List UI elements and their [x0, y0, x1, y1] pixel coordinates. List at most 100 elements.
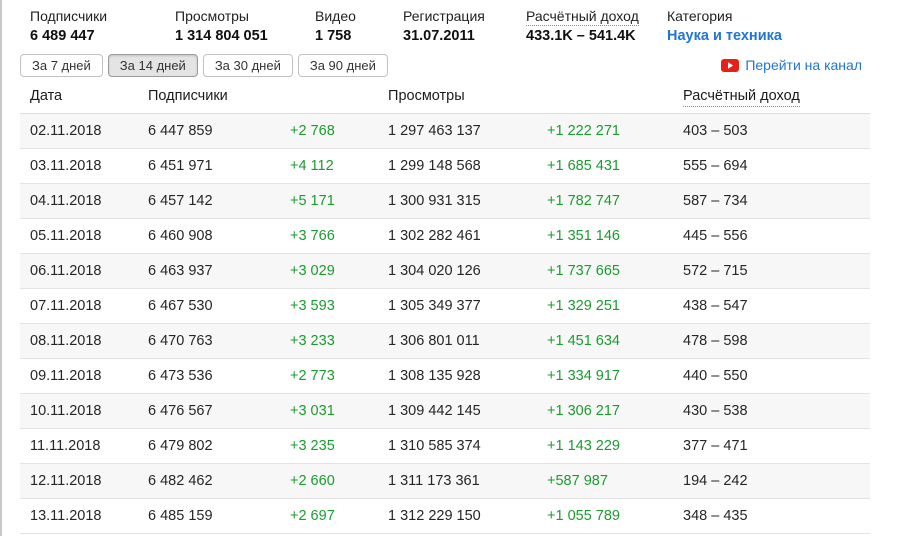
column-header-income: Расчётный доход: [673, 83, 870, 114]
table-row: 09.11.2018 6 473 536 +2 773 1 308 135 92…: [20, 359, 871, 394]
table-row: 08.11.2018 6 470 763 +3 233 1 306 801 01…: [20, 323, 871, 359]
stat-label: Категория: [667, 8, 733, 24]
cell-subscribers-delta: +2 660: [290, 473, 335, 489]
cell-date: 03.11.2018: [30, 158, 102, 174]
table-row: 05.11.2018 6 460 908 +3 766 1 302 282 46…: [20, 219, 871, 254]
stat-registration: Регистрация 31.07.2011: [403, 7, 485, 46]
table-row: 10.11.2018 6 476 567 +3 031 1 309 442 14…: [20, 393, 871, 429]
column-header-views: Просмотры: [388, 88, 465, 104]
cell-views: 1 308 135 928: [388, 368, 481, 384]
filter-90-days-button[interactable]: За 90 дней: [297, 54, 388, 77]
cell-subscribers: 6 451 971: [148, 158, 213, 174]
cell-income: 430 – 538: [683, 403, 748, 419]
stat-label: Подписчики: [30, 8, 108, 24]
stat-estimated-income: Расчётный доход 433.1K – 541.4K: [526, 7, 639, 46]
stat-label: Просмотры: [175, 8, 249, 24]
category-link[interactable]: Наука и техника: [667, 28, 782, 44]
table-body: 02.11.2018 6 447 859 +2 768 1 297 463 13…: [20, 113, 871, 534]
cell-date: 05.11.2018: [30, 228, 102, 244]
cell-date: 07.11.2018: [30, 298, 102, 314]
cell-subscribers: 6 463 937: [148, 263, 213, 279]
cell-views-delta: +1 737 665: [547, 263, 620, 279]
stat-value: 6 489 447: [30, 28, 95, 44]
channel-stats: Подписчики 6 489 447 Просмотры 1 314 804…: [0, 7, 900, 49]
cell-subscribers-delta: +3 235: [290, 438, 335, 454]
cell-subscribers-delta: +4 112: [290, 158, 334, 174]
cell-subscribers-delta: +3 029: [290, 263, 335, 279]
table-row: 06.11.2018 6 463 937 +3 029 1 304 020 12…: [20, 253, 871, 289]
cell-income: 587 – 734: [683, 193, 748, 209]
cell-date: 09.11.2018: [30, 368, 102, 384]
table-row: 04.11.2018 6 457 142 +5 171 1 300 931 31…: [20, 183, 871, 219]
cell-subscribers-delta: +5 171: [290, 193, 335, 209]
cell-subscribers: 6 447 859: [148, 123, 213, 139]
go-to-channel-label: Перейти на канал: [745, 57, 862, 73]
cell-views-delta: +587 987: [547, 473, 608, 489]
table-row: 02.11.2018 6 447 859 +2 768 1 297 463 13…: [20, 113, 871, 149]
cell-views-delta: +1 451 634: [547, 333, 620, 349]
cell-subscribers: 6 470 763: [148, 333, 213, 349]
table-row: 13.11.2018 6 485 159 +2 697 1 312 229 15…: [20, 499, 871, 534]
cell-views: 1 299 148 568: [388, 158, 481, 174]
cell-subscribers-delta: +2 768: [290, 123, 335, 139]
table-row: 03.11.2018 6 451 971 +4 112 1 299 148 56…: [20, 149, 871, 184]
cell-views: 1 297 463 137: [388, 123, 481, 139]
cell-views-delta: +1 685 431: [547, 158, 620, 174]
cell-subscribers-delta: +3 593: [290, 298, 335, 314]
cell-subscribers: 6 485 159: [148, 508, 213, 524]
cell-date: 06.11.2018: [30, 263, 102, 279]
stat-videos: Видео 1 758: [315, 7, 356, 46]
cell-subscribers-delta: +3 233: [290, 333, 335, 349]
cell-subscribers-delta: +2 773: [290, 368, 335, 384]
stat-category: Категория Наука и техника: [667, 7, 782, 46]
cell-views: 1 306 801 011: [388, 333, 480, 349]
table-row: 11.11.2018 6 479 802 +3 235 1 310 585 37…: [20, 429, 871, 464]
cell-views-delta: +1 055 789: [547, 508, 620, 524]
cell-income: 555 – 694: [683, 158, 748, 174]
cell-views-delta: +1 334 917: [547, 368, 620, 384]
table-header-row: Дата Подписчики Просмотры Расчётный дохо…: [20, 83, 871, 114]
cell-views: 1 309 442 145: [388, 403, 481, 419]
stat-subscribers: Подписчики 6 489 447: [30, 7, 107, 46]
cell-views-delta: +1 306 217: [547, 403, 620, 419]
cell-views-delta: +1 782 747: [547, 193, 620, 209]
cell-income: 438 – 547: [683, 298, 748, 314]
stat-label: Регистрация: [403, 8, 485, 24]
cell-views-delta: +1 143 229: [547, 438, 620, 454]
cell-income: 377 – 471: [683, 438, 748, 454]
filter-30-days-button[interactable]: За 30 дней: [202, 54, 293, 77]
youtube-icon: [721, 58, 740, 72]
cell-subscribers-delta: +3 766: [290, 228, 335, 244]
cell-date: 08.11.2018: [30, 333, 102, 349]
cell-date: 12.11.2018: [30, 473, 102, 489]
stat-value: 31.07.2011: [403, 28, 475, 44]
cell-subscribers: 6 482 462: [148, 473, 213, 489]
cell-subscribers: 6 467 530: [148, 298, 213, 314]
go-to-channel-link[interactable]: Перейти на канал: [721, 57, 862, 73]
cell-views-delta: +1 329 251: [547, 298, 620, 314]
left-border-line: [0, 0, 2, 536]
cell-views: 1 310 585 374: [388, 438, 481, 454]
stat-value: 1 314 804 051: [175, 28, 268, 44]
cell-subscribers: 6 479 802: [148, 438, 213, 454]
cell-views: 1 311 173 361: [388, 473, 480, 489]
income-header-tooltip-label: Расчётный доход: [683, 88, 800, 107]
cell-income: 440 – 550: [683, 368, 748, 384]
cell-views: 1 302 282 461: [388, 228, 481, 244]
cell-income: 478 – 598: [683, 333, 748, 349]
stat-value: 433.1K – 541.4K: [526, 28, 636, 44]
estimated-income-tooltip-label: Расчётный доход: [526, 8, 639, 26]
filter-7-days-button[interactable]: За 7 дней: [20, 54, 103, 77]
table-row: 12.11.2018 6 482 462 +2 660 1 311 173 36…: [20, 463, 871, 499]
period-filter-group: За 7 дней За 14 дней За 30 дней За 90 дн…: [20, 54, 388, 77]
cell-income: 348 – 435: [683, 508, 748, 524]
cell-income: 572 – 715: [683, 263, 748, 279]
cell-subscribers-delta: +3 031: [290, 403, 335, 419]
cell-income: 445 – 556: [683, 228, 748, 244]
stat-value: 1 758: [315, 28, 352, 44]
filter-14-days-button[interactable]: За 14 дней: [107, 54, 198, 77]
cell-views: 1 300 931 315: [388, 193, 481, 209]
cell-subscribers: 6 460 908: [148, 228, 213, 244]
cell-income: 194 – 242: [683, 473, 748, 489]
cell-views: 1 305 349 377: [388, 298, 481, 314]
